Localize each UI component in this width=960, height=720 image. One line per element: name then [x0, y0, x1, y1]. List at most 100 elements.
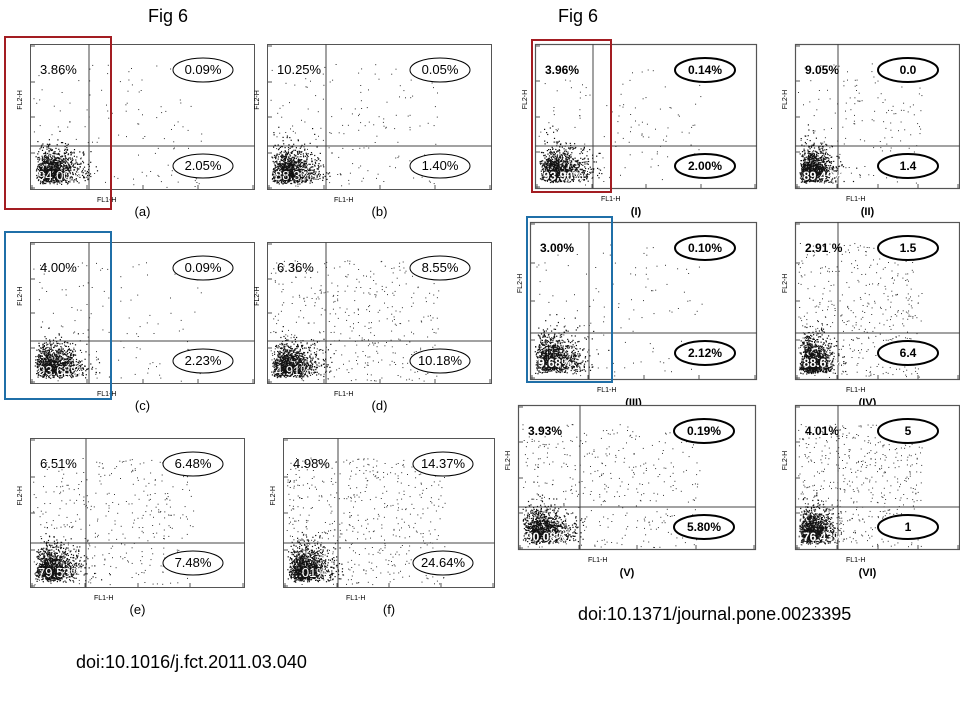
ur-ellipse — [877, 235, 939, 261]
lower-right-percent: 2.12% — [688, 346, 722, 360]
ur-ellipse — [674, 57, 736, 83]
panel-label: (a) — [135, 204, 151, 219]
lr-ellipse — [172, 348, 234, 374]
upper-left-percent: 6.51% — [40, 456, 77, 471]
ur-ellipse — [877, 57, 939, 83]
lower-right-percent: 1.4 — [900, 159, 917, 173]
blue-highlight-left — [4, 231, 112, 400]
lower-left-percent: 4.91% — [275, 363, 312, 378]
upper-left-percent: 3.86% — [40, 62, 77, 77]
upper-left-percent: 3.96% — [545, 63, 579, 77]
ur-ellipse — [673, 418, 735, 444]
lower-right-percent: 2.23% — [185, 353, 222, 368]
lower-left-percent: 93.90% — [543, 169, 584, 183]
upper-right-percent: 0.09% — [185, 62, 222, 77]
upper-left-percent: 4.98% — [293, 456, 330, 471]
upper-left-percent: 4.01% — [805, 424, 839, 438]
flow-plot-II: 9.05% 0.0 89.49% 1.4 FL1-H FL2-H (II) — [782, 43, 960, 221]
lower-left-percent: 79.53% — [38, 565, 83, 580]
x-axis-label: FL1-H — [846, 196, 865, 203]
red-highlight-right — [531, 39, 612, 193]
lower-right-percent: 6.4 — [900, 346, 917, 360]
lr-ellipse — [409, 153, 471, 179]
dot-cloud — [270, 260, 440, 382]
lower-right-percent: 7.48% — [175, 555, 212, 570]
lower-right-percent: 10.18% — [418, 353, 463, 368]
ur-ellipse — [409, 255, 471, 281]
lr-ellipse — [409, 348, 471, 374]
panel-label: (II) — [861, 206, 875, 218]
lr-ellipse — [877, 514, 939, 540]
panel-label: (e) — [130, 602, 146, 617]
x-axis-label: FL1-H — [94, 595, 113, 602]
lower-left-percent: 90.08% — [526, 530, 567, 544]
flow-plot-c: 4.00% 0.09% 93.68% 2.23% FL1-H FL2-H (c) — [17, 242, 255, 416]
ur-ellipse — [162, 451, 224, 477]
dot-cloud — [798, 423, 923, 548]
y-axis-label: FL2-H — [254, 90, 261, 109]
lower-right-percent: 2.05% — [185, 158, 222, 173]
panel-label: (d) — [372, 398, 388, 413]
lr-ellipse — [673, 514, 735, 540]
lr-ellipse — [877, 153, 939, 179]
dot-cloud — [522, 424, 701, 548]
panel-label: (VI) — [859, 567, 877, 579]
upper-right-percent: 0.19% — [687, 424, 721, 438]
dot-cloud — [33, 457, 195, 586]
dot-cloud — [534, 244, 703, 377]
flow-plot-d: 6.36% 8.55% 4.91% 10.18% FL1-H FL2-H (d) — [254, 242, 492, 416]
lower-left-percent: 89.49% — [803, 169, 844, 183]
lower-left-percent: 88.67% — [803, 356, 844, 370]
ur-ellipse — [172, 255, 234, 281]
lower-right-percent: 24.64% — [421, 555, 466, 570]
x-axis-label: FL1-H — [846, 557, 865, 564]
x-axis-label: FL1-H — [334, 197, 353, 204]
lower-right-percent: 5.80% — [687, 520, 721, 534]
y-axis-label: FL2-H — [782, 451, 789, 470]
lower-right-percent: 2.00% — [688, 159, 722, 173]
flow-plot-I: 3.96% 0.14% 93.90% 2.00% FL1-H FL2-H (I) — [522, 43, 758, 221]
lower-left-percent: 94.00% — [38, 168, 83, 183]
upper-left-percent: 3.93% — [528, 424, 562, 438]
upper-right-percent: 6.48% — [175, 456, 212, 471]
upper-left-percent: 6.36% — [277, 260, 314, 275]
ur-ellipse — [674, 235, 736, 261]
x-axis-label: FL1-H — [846, 387, 865, 394]
dot-cloud — [286, 457, 446, 586]
upper-right-percent: 0.0 — [900, 63, 917, 77]
dot-cloud — [538, 69, 705, 186]
upper-left-percent: 10.25% — [277, 62, 322, 77]
lower-left-percent: 88.3% — [275, 168, 312, 183]
blue-highlight-right — [526, 216, 613, 383]
right-figure-title: Fig 6 — [558, 6, 599, 26]
panel-label: (f) — [383, 602, 395, 617]
lower-left-percent: 9.68% — [538, 356, 572, 370]
panel-label: (b) — [372, 204, 388, 219]
lr-ellipse — [172, 153, 234, 179]
flow-plot-III: 3.00% 0.10% 9.68% 2.12% FL1-H FL2-H (III) — [517, 221, 758, 412]
lower-right-percent: 1 — [905, 520, 912, 534]
x-axis-label: FL1-H — [97, 391, 116, 398]
ur-ellipse — [172, 57, 234, 83]
lower-left-percent: ...01% — [291, 565, 328, 580]
panel-label: (c) — [135, 398, 150, 413]
dot-cloud — [798, 243, 923, 378]
flow-plot-e: 6.51% 6.48% 79.53% 7.48% FL1-H FL2-H (e) — [17, 438, 245, 620]
flow-plot-VI: 4.01% 5 76.43% 1 FL1-H FL2-H (VI) — [782, 404, 960, 582]
x-axis-label: FL1-H — [334, 391, 353, 398]
upper-right-percent: 0.14% — [688, 63, 722, 77]
lr-ellipse — [162, 550, 224, 576]
dot-cloud — [798, 63, 923, 184]
x-axis-label: FL1-H — [597, 387, 616, 394]
flow-plot-b: 10.25% 0.05% 88.3% 1.40% FL1-H FL2-H (b) — [254, 44, 492, 222]
upper-left-percent: 9.05% — [805, 63, 839, 77]
red-highlight-left — [4, 36, 112, 210]
y-axis-label: FL2-H — [782, 274, 789, 293]
ur-ellipse — [877, 418, 939, 444]
y-axis-label: FL2-H — [517, 274, 524, 293]
y-axis-label: FL2-H — [17, 286, 24, 305]
upper-left-percent: 4.00% — [40, 260, 77, 275]
lr-ellipse — [412, 550, 474, 576]
y-axis-label: FL2-H — [522, 90, 529, 109]
flow-plot-V: 3.93% 0.19% 90.08% 5.80% FL1-H FL2-H (V) — [505, 404, 757, 582]
